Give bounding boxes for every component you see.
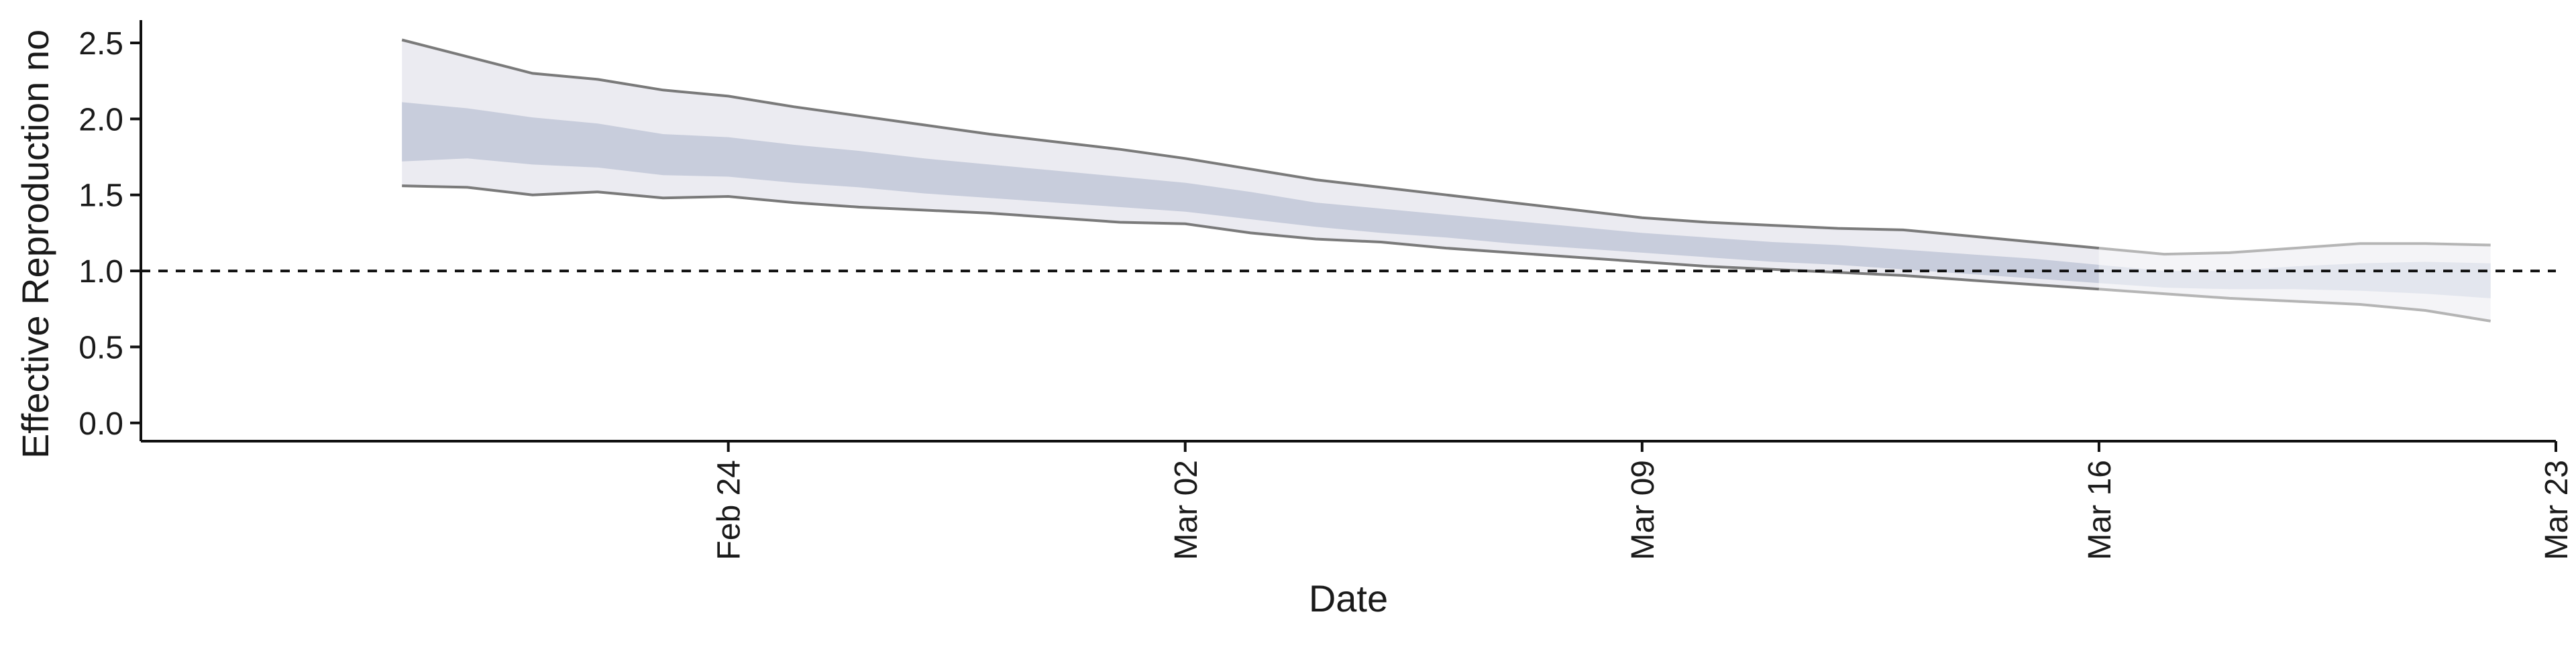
- x-tick-label: Mar 23: [2539, 460, 2575, 560]
- upper-bound-line-estimate: [401, 38, 2100, 250]
- y-tick-label: 2.0: [78, 102, 123, 137]
- upper-bound-line-forecast: [2098, 242, 2491, 256]
- x-axis-label: Date: [1309, 577, 1388, 620]
- x-tick-label: Mar 02: [1169, 460, 1204, 560]
- y-axis-label: Effective Reproduction no: [14, 30, 56, 459]
- inner-band-estimate: [402, 102, 2099, 284]
- y-tick-label: 0.0: [78, 406, 123, 442]
- y-tick-label: 2.5: [78, 26, 123, 62]
- uncertainty-bands: [402, 40, 2491, 321]
- x-axis-ticks: Feb 24 Mar 02 Mar 09 Mar 16 Mar 23: [712, 441, 2575, 560]
- axes: [140, 20, 2556, 443]
- y-tick-label: 0.5: [78, 330, 123, 365]
- y-tick-label: 1.0: [78, 254, 123, 290]
- outer-band-estimate: [402, 40, 2099, 290]
- x-tick-label: Feb 24: [712, 460, 747, 560]
- x-tick-label: Mar 09: [1625, 460, 1661, 560]
- y-tick-label: 1.5: [78, 178, 123, 214]
- y-axis-ticks: 0.0 0.5 1.0 1.5 2.0 2.5: [78, 26, 141, 442]
- x-tick-label: Mar 16: [2082, 460, 2118, 560]
- lower-bound-line-forecast: [2098, 288, 2491, 322]
